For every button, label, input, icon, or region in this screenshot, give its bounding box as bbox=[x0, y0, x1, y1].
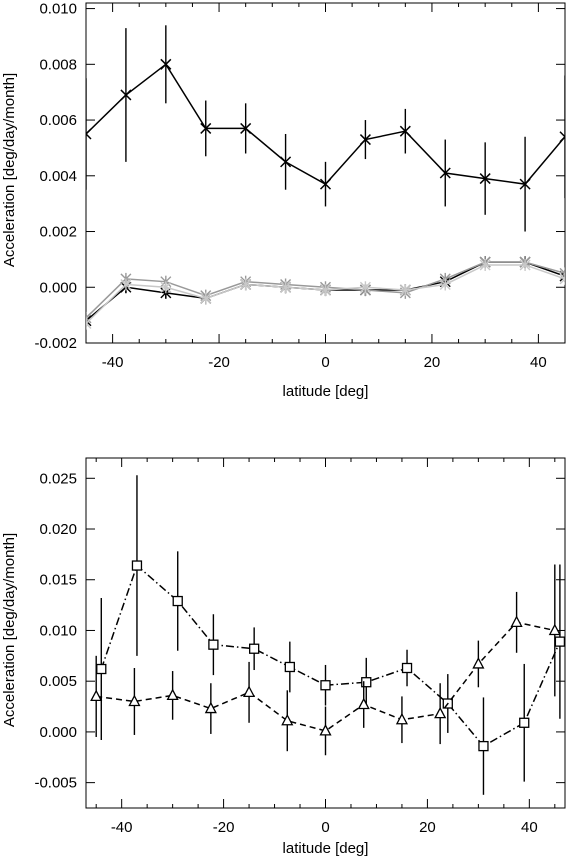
data-point bbox=[281, 713, 294, 726]
y-tick-label: 0.000 bbox=[39, 724, 77, 741]
data-point bbox=[208, 639, 219, 650]
data-point bbox=[554, 636, 565, 647]
top-acceleration-chart: -40 -20 0 20 40 -0.002 0.000 0.002 0.004 0.006 0.0… bbox=[1, 1, 566, 400]
bottom-acceleration-chart: -40 -20 0 20 40 -0.005 0.000 0.005 0.010 0.015 0.0… bbox=[1, 457, 566, 857]
y-tick-label: 0.004 bbox=[39, 168, 77, 185]
y-tick-label: 0.020 bbox=[39, 521, 77, 538]
data-point bbox=[240, 278, 252, 291]
data-point bbox=[519, 258, 531, 271]
data-point bbox=[359, 134, 371, 146]
data-point bbox=[359, 281, 371, 294]
data-point bbox=[510, 615, 523, 627]
y-tick-label: 0.005 bbox=[39, 673, 77, 690]
data-point bbox=[131, 560, 143, 571]
data-point bbox=[284, 661, 295, 673]
x-tick-label: 40 bbox=[521, 819, 538, 836]
data-point bbox=[479, 173, 491, 185]
data-point bbox=[166, 688, 179, 701]
data-point bbox=[96, 663, 107, 675]
y-tick-label: 0.025 bbox=[39, 470, 77, 487]
data-point bbox=[395, 712, 409, 725]
data-point bbox=[559, 267, 565, 280]
data-point bbox=[319, 724, 332, 736]
x-tick-label: -40 bbox=[102, 354, 124, 371]
series-line bbox=[100, 564, 561, 748]
data-layer bbox=[90, 475, 565, 795]
y-tick-label: 0.010 bbox=[39, 1, 77, 18]
data-point bbox=[128, 694, 141, 707]
data-point bbox=[86, 317, 92, 330]
series-1 bbox=[96, 475, 565, 795]
data-point bbox=[172, 595, 183, 607]
data-point bbox=[160, 281, 172, 294]
y-axis-title: Acceleration [deg/day/month] bbox=[1, 533, 18, 727]
data-point bbox=[548, 623, 561, 636]
data-point bbox=[86, 128, 92, 140]
y-axis: -0.005 0.000 0.005 0.010 0.015 0.020 0.025 bbox=[34, 470, 565, 792]
data-point bbox=[439, 167, 451, 179]
y-tick-label: 0.006 bbox=[39, 112, 77, 129]
data-point bbox=[439, 278, 451, 291]
data-point bbox=[120, 89, 132, 101]
data-point bbox=[399, 125, 411, 137]
data-point bbox=[242, 685, 256, 697]
y-tick-label: 0.010 bbox=[39, 622, 77, 639]
x-axis-title: latitude [deg] bbox=[283, 383, 369, 400]
y-axis: -0.002 0.000 0.002 0.004 0.006 0.008 0.010 bbox=[34, 1, 565, 352]
data-point bbox=[319, 178, 332, 190]
y-tick-label: 0.002 bbox=[39, 224, 77, 241]
data-point bbox=[200, 122, 212, 134]
series-2 bbox=[90, 564, 561, 756]
data-point bbox=[160, 58, 172, 70]
data-point bbox=[478, 740, 489, 752]
y-tick-label: 0.008 bbox=[39, 56, 77, 73]
y-tick-label: 0.000 bbox=[39, 279, 77, 296]
data-point bbox=[434, 706, 447, 719]
plot-frame bbox=[85, 457, 566, 809]
data-point bbox=[519, 717, 530, 728]
data-point bbox=[357, 697, 370, 710]
data-point bbox=[90, 689, 103, 702]
x-axis: -40 -20 0 20 40 bbox=[95, 458, 556, 836]
x-tick-label: -20 bbox=[213, 819, 235, 836]
y-tick-label: -0.002 bbox=[34, 335, 77, 352]
data-point bbox=[240, 122, 252, 134]
data-point bbox=[86, 314, 92, 327]
data-point bbox=[399, 284, 411, 297]
x-tick-label: 0 bbox=[321, 819, 329, 836]
data-point bbox=[280, 281, 292, 294]
series-1 bbox=[86, 25, 565, 232]
data-point bbox=[280, 156, 292, 168]
x-tick-label: 20 bbox=[419, 819, 436, 836]
data-point bbox=[320, 284, 331, 297]
x-tick-label: 20 bbox=[424, 354, 441, 371]
y-axis-title: Acceleration [deg/day/month] bbox=[1, 73, 18, 267]
data-point bbox=[200, 292, 212, 305]
y-tick-label: 0.015 bbox=[39, 572, 77, 589]
data-point bbox=[120, 278, 132, 291]
data-point bbox=[472, 657, 485, 669]
x-tick-label: -20 bbox=[208, 354, 230, 371]
data-point bbox=[204, 701, 217, 714]
data-point bbox=[519, 178, 531, 190]
x-tick-label: 40 bbox=[530, 354, 547, 371]
x-tick-label: 0 bbox=[321, 354, 329, 371]
data-point bbox=[479, 258, 491, 271]
data-point bbox=[320, 680, 331, 691]
data-point bbox=[559, 131, 565, 143]
x-axis: -40 -20 0 20 40 bbox=[85, 3, 566, 371]
data-layer bbox=[86, 25, 565, 330]
x-tick-label: -40 bbox=[111, 819, 133, 836]
data-point bbox=[249, 643, 260, 654]
x-axis-title: latitude [deg] bbox=[283, 840, 369, 857]
data-point bbox=[361, 677, 372, 688]
data-point bbox=[559, 272, 565, 285]
y-tick-label: -0.005 bbox=[34, 775, 77, 792]
data-point bbox=[401, 662, 413, 674]
series-4 bbox=[86, 258, 565, 330]
